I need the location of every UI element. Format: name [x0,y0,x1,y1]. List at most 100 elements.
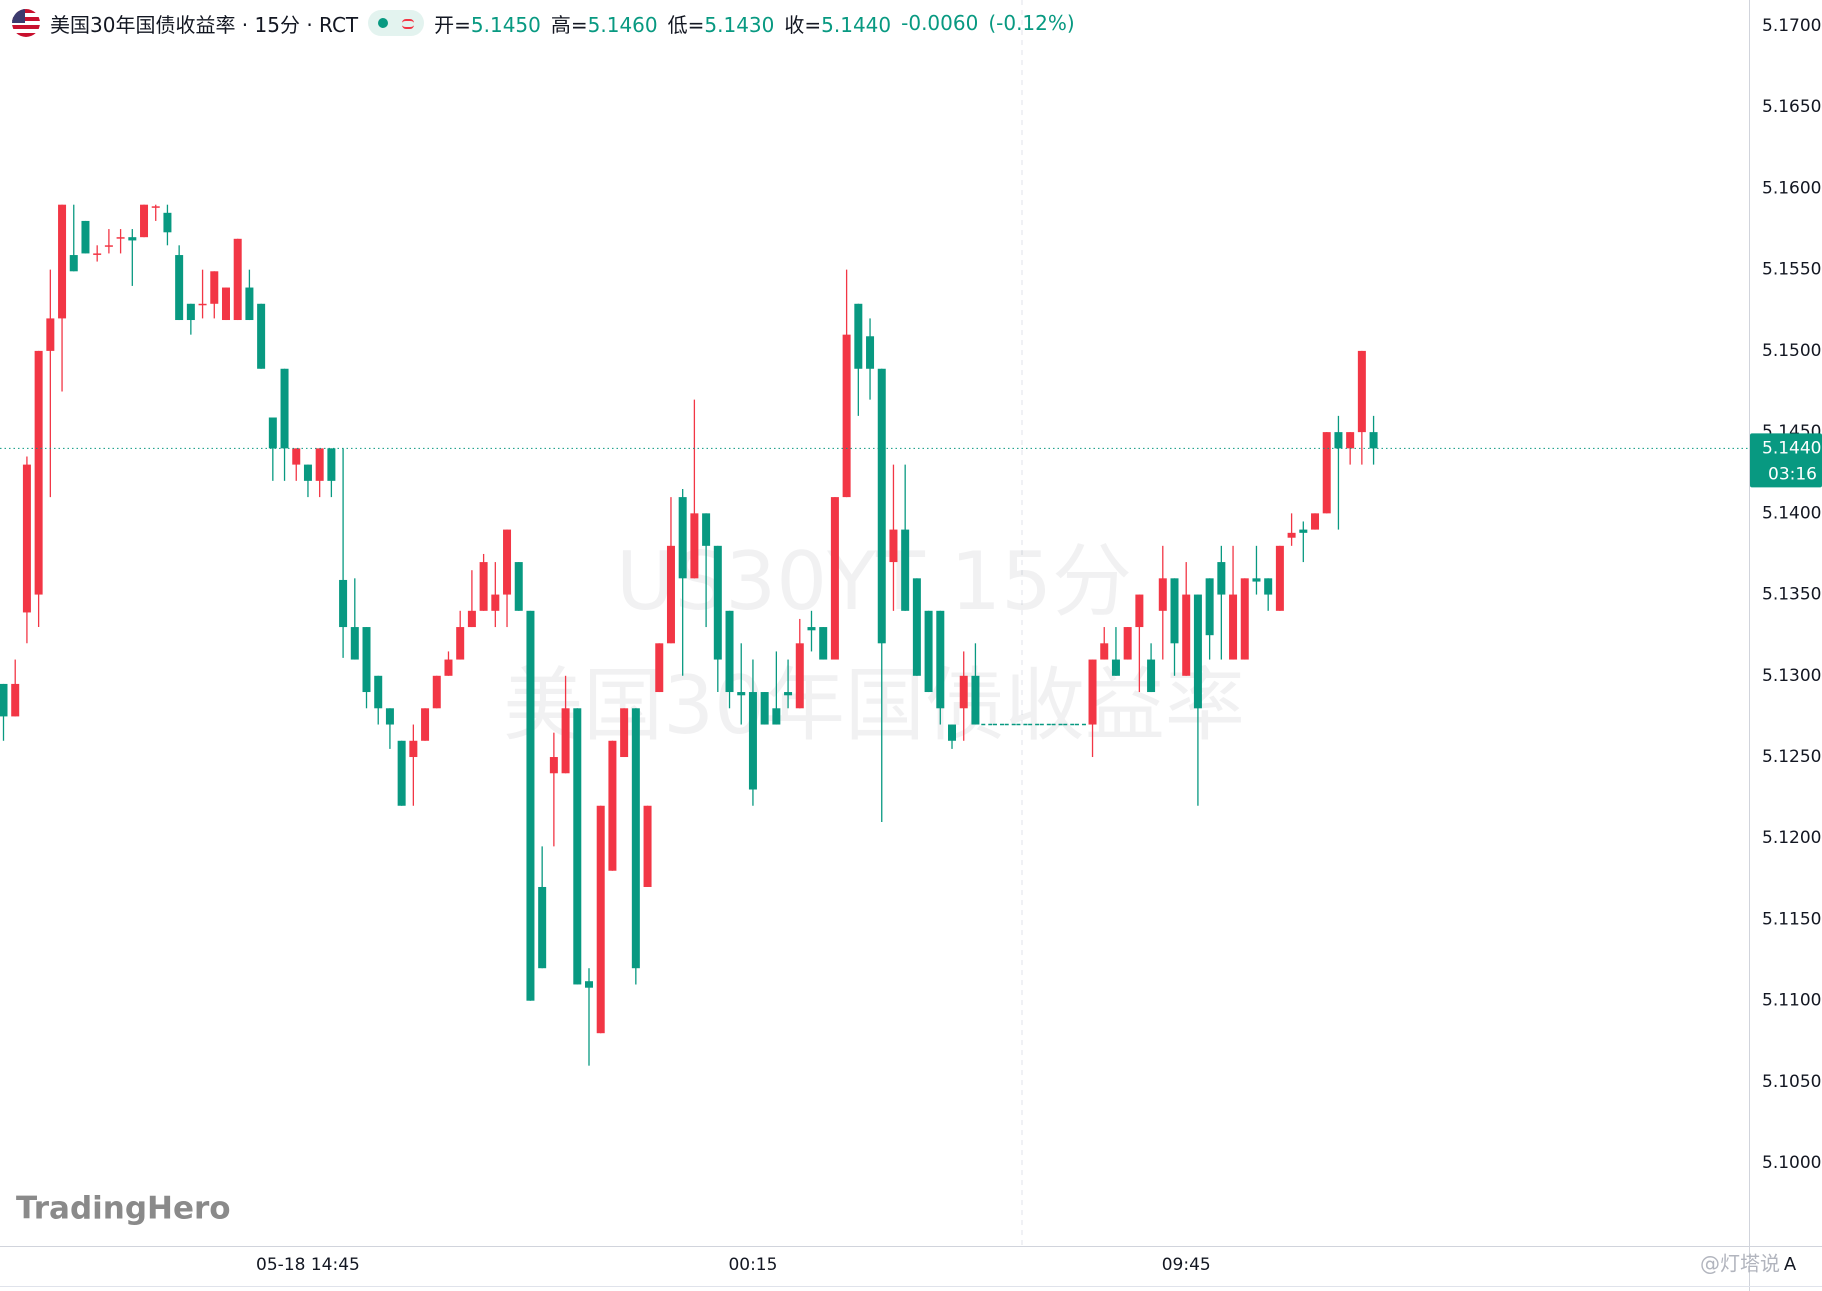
candle-body [221,287,230,321]
candle-body [760,692,769,725]
candle-body [784,692,793,696]
candle-body [257,303,266,369]
candle-body [140,204,149,238]
candle-body [479,562,488,611]
y-tick-label: 5.1600 [1762,178,1821,198]
candle-body [467,610,476,628]
y-tick-label: 5.1000 [1762,1153,1821,1173]
y-tick-label: 5.1200 [1762,828,1821,848]
candle-body [385,708,394,725]
candle-body [678,497,687,579]
candle-body [303,464,312,481]
x-tick-label: 05-18 14:45 [256,1255,360,1275]
candle-body [795,643,804,709]
candle-body [1299,529,1308,533]
candle-body [643,805,652,887]
candle-body [456,627,465,660]
status-pill[interactable] [368,10,425,36]
change: -0.0060 [901,11,979,35]
brand: TradingHero [16,1191,231,1227]
candle-body [69,255,78,272]
candle-body [912,578,921,676]
candle-body [58,204,67,319]
candle-body [1158,578,1167,611]
candle-body [971,675,980,725]
legend-label: 开= [434,12,471,37]
legend-item: 收=5.1440 [784,9,891,38]
auto-scale-button[interactable]: A [1784,1254,1797,1275]
legend-item: 开=5.1450 [434,9,541,38]
candle-body [538,886,547,969]
candle-body [245,287,254,321]
x-tick-label: 00:15 [728,1255,777,1275]
candle-body [1311,513,1320,530]
candle-body [163,212,172,233]
candle-body [350,627,359,660]
candle-body [830,497,839,660]
candle-body [1123,627,1132,660]
candle-body [1147,659,1156,693]
candle-body [1111,659,1120,676]
candle-body [1229,594,1238,660]
legend-item: 低=5.1430 [668,9,775,38]
candle-body [866,336,875,369]
candle-body [655,643,664,693]
candle-body [1240,578,1249,660]
candle-body [339,579,348,628]
countdown: 03:16 [1768,464,1817,484]
candle-body [1100,643,1109,660]
candle-body [748,692,757,790]
candle-body [620,708,629,758]
ohlc-legend: 开=5.1450 高=5.1460 低=5.1430 收=5.1440 [434,9,891,38]
candle-body [514,562,523,611]
candle-body [1217,562,1226,595]
candle-body [233,238,242,321]
candle-body [421,708,430,741]
y-tick-label: 5.1250 [1762,747,1821,767]
candle-body [702,513,711,546]
candle-body [1088,659,1097,725]
candle-body [1264,578,1273,595]
candle-body [409,740,418,758]
candle-body [186,303,195,321]
candle-body [596,805,605,1034]
candle-body [93,253,102,255]
candle-body [725,610,734,693]
candle-body [585,981,593,988]
legend-label: 收= [784,12,822,37]
legend-label: 低= [667,12,705,37]
candle-body [444,659,453,676]
candle-body [1275,545,1284,611]
legend-value: 5.1430 [704,12,775,37]
symbol-title: 美国30年国债收益率 · 15分 · RCT [50,12,359,37]
legend-value: 5.1440 [821,12,892,37]
y-tick-label: 5.1150 [1762,909,1821,929]
candle-body [210,271,219,304]
candle-body [526,610,535,1001]
candle-body [631,708,640,969]
credit: @灯塔说 [1700,1252,1780,1276]
candle-body [772,708,781,725]
candle-body [1346,432,1355,449]
candle-body [807,627,816,631]
candle-body [175,255,184,321]
candle-body [549,757,558,774]
candle-body [1287,532,1296,538]
legend-bar: 美国30年国债收益率 · 15分 · RCT 开=5.1450 高=5.1460 低… [12,6,1075,40]
candle-body [924,610,933,693]
y-tick-label: 5.1550 [1762,260,1821,280]
candle-body [503,529,512,595]
y-tick-label: 5.1350 [1762,585,1821,605]
y-tick-label: 5.1650 [1762,97,1821,117]
y-tick-label: 5.1700 [1762,16,1821,36]
candle-body [901,529,910,611]
candle-body [561,708,570,774]
candle-body [116,237,125,239]
candle-body [432,675,441,709]
legend-label: 高= [550,12,588,37]
legend-value: 5.1450 [470,12,541,37]
candle-body [889,529,898,563]
candle-body [666,545,675,644]
candle-body [1357,350,1366,433]
